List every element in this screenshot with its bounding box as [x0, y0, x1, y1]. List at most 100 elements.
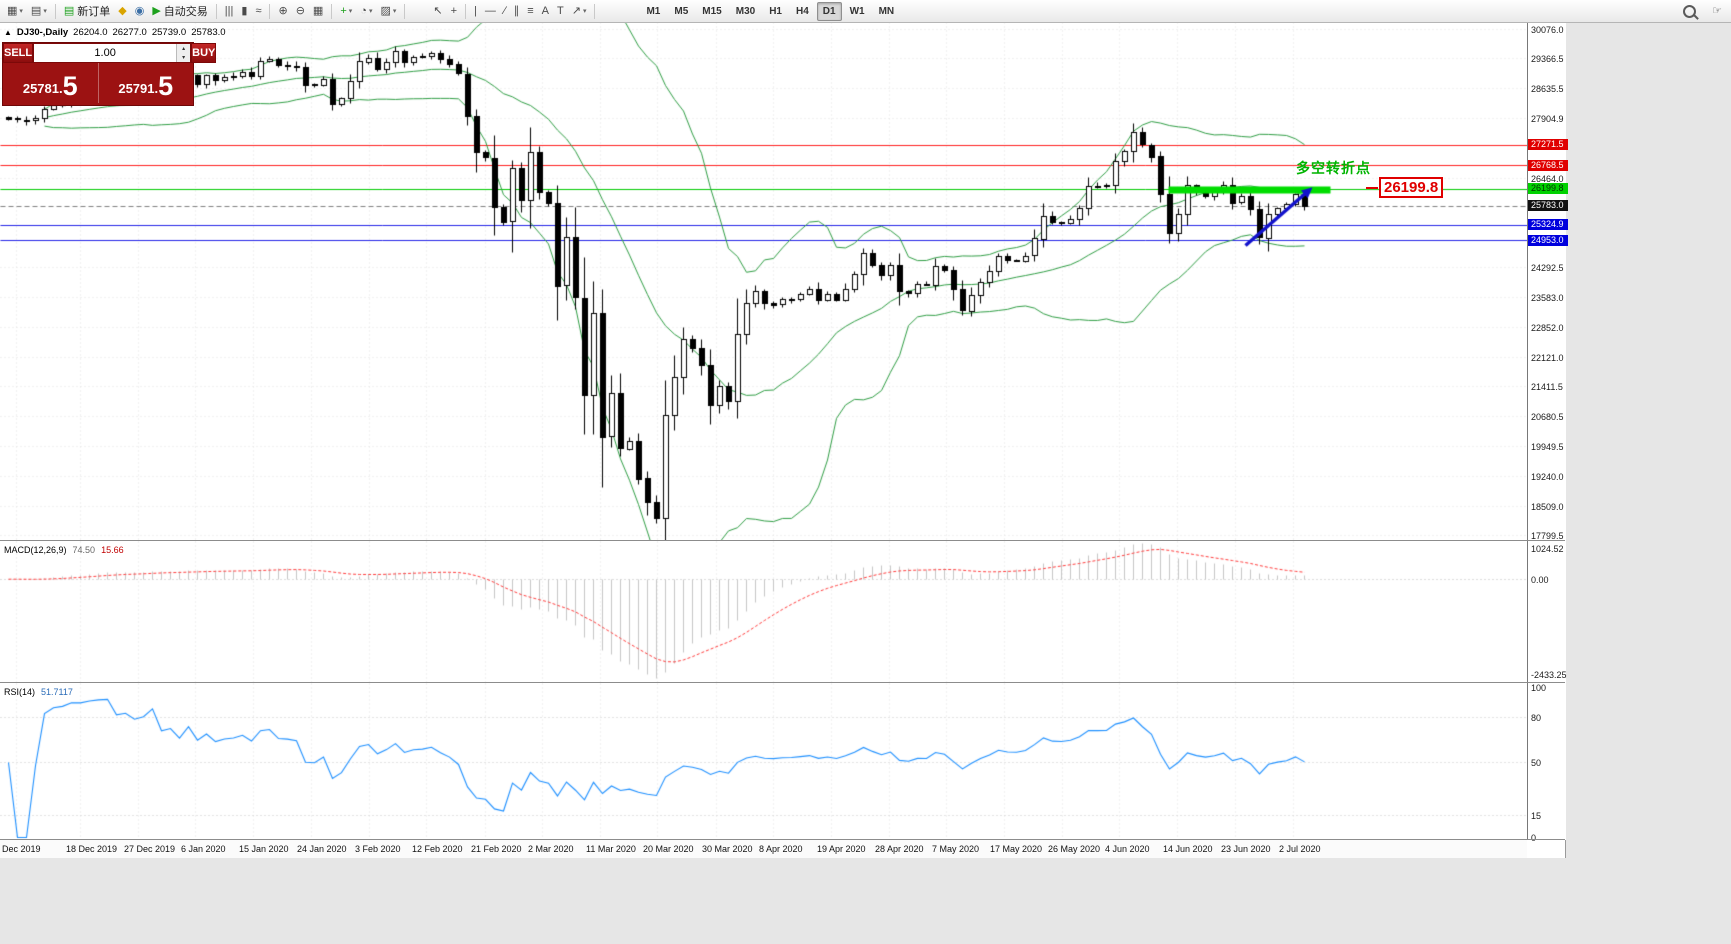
- line-chart-button[interactable]: ≈: [252, 2, 264, 20]
- text-label-icon: T: [557, 4, 564, 17]
- cursor-button[interactable]: ↖: [430, 2, 445, 20]
- date-label: 20 Mar 2020: [643, 844, 694, 854]
- date-label: 4 Jun 2020: [1105, 844, 1150, 854]
- timeframe-m15-button[interactable]: M15: [702, 5, 722, 17]
- dropdown-icon: ▾: [43, 8, 47, 15]
- dropdown-icon: ▾: [348, 8, 353, 15]
- tile-windows-button[interactable]: ▦: [310, 2, 326, 20]
- volume-input[interactable]: [34, 44, 177, 62]
- metaeditor-button[interactable]: ◆: [115, 2, 129, 20]
- timeframe-m5-button[interactable]: M5: [674, 5, 689, 17]
- rsi-panel[interactable]: [0, 683, 1527, 839]
- timeframe-h1-button[interactable]: H1: [769, 5, 782, 17]
- text-label-button[interactable]: T: [554, 2, 567, 20]
- one-click-expander[interactable]: ▲: [4, 28, 12, 37]
- autotrade-button[interactable]: ▶ 自动交易: [149, 2, 210, 20]
- new-chart-icon: ▦: [7, 4, 18, 17]
- volume-up-button[interactable]: ▴: [177, 44, 191, 53]
- ohlc-open: 26204.0: [73, 27, 108, 38]
- indicators-icon: +: [340, 4, 347, 17]
- callout-dash: [1366, 186, 1378, 189]
- macd-scale-max: 1024.52: [1531, 544, 1564, 554]
- rsi-scale-label: 80: [1531, 713, 1542, 723]
- buy-button[interactable]: BUY: [191, 43, 217, 63]
- channel-button[interactable]: ∥: [511, 2, 523, 20]
- main-toolbar: ▦ ▾ ▤ ▾ ▤ 新订单 ◆ ◉ ▶ 自动交易 ||| ▮ ≈ ⊕ ⊖ ▦ + ▾ ◔ ▾…: [0, 0, 1731, 23]
- hand-cursor-button[interactable]: ☞: [1709, 2, 1725, 20]
- price-callout[interactable]: 26199.8: [1366, 177, 1444, 198]
- text-button[interactable]: A: [539, 2, 552, 20]
- timeframe-m30-button[interactable]: M30: [735, 5, 756, 17]
- volume-down-button[interactable]: ▾: [177, 53, 191, 62]
- turning-point-annotation[interactable]: 多空转折点: [1296, 160, 1371, 176]
- timeframe-mn-button[interactable]: MN: [878, 5, 895, 17]
- toolbar-separator: [594, 3, 596, 19]
- timeframe-h4-button[interactable]: H4: [795, 5, 809, 17]
- date-label: 6 Jan 2020: [181, 844, 226, 854]
- crosshair-icon: +: [450, 4, 458, 17]
- price-tick: 19949.5: [1531, 442, 1564, 453]
- date-label: 7 May 2020: [932, 844, 980, 854]
- price-level-badge: 26199.8: [1528, 183, 1568, 194]
- profiles-button[interactable]: ▤ ▾: [28, 2, 50, 20]
- date-label: 12 Feb 2020: [412, 844, 463, 854]
- panel-separator[interactable]: [0, 839, 1565, 840]
- panel-separator[interactable]: [0, 540, 1565, 541]
- dropdown-icon: ▾: [19, 8, 23, 15]
- macd-panel[interactable]: [0, 541, 1527, 682]
- price-level-badge: 26768.5: [1528, 160, 1568, 171]
- search-button[interactable]: [1680, 2, 1699, 20]
- indicators-button[interactable]: + ▾: [337, 2, 355, 20]
- templates-button[interactable]: ▨ ▾: [377, 2, 399, 20]
- price-axis[interactable]: 1024.52 0.00 -2433.25 30076.0 29366.5 2863…: [1527, 22, 1568, 843]
- price-tick: 28635.5: [1531, 84, 1564, 95]
- arrows-button[interactable]: ↗ ▾: [569, 2, 590, 20]
- date-label: 17 May 2020: [990, 844, 1043, 854]
- timeframe-w1-button[interactable]: W1: [849, 5, 865, 17]
- rsi-scale-label: 100: [1531, 683, 1547, 693]
- date-label: 15 Jan 2020: [239, 844, 289, 854]
- zoom-in-button[interactable]: ⊕: [275, 2, 290, 20]
- line-chart-icon: ≈: [255, 4, 262, 17]
- date-label: 3 Feb 2020: [355, 844, 401, 854]
- date-label: 8 Apr 2020: [759, 844, 803, 854]
- timeframe-d1-button[interactable]: D1: [816, 1, 842, 21]
- fibonacci-button[interactable]: ≡: [524, 2, 536, 20]
- crosshair-button[interactable]: +: [448, 2, 460, 20]
- timeframe-m1-button[interactable]: M1: [646, 5, 661, 17]
- sell-price: 25781. 5: [22, 71, 78, 101]
- new-order-button[interactable]: ▤ 新订单: [61, 2, 113, 20]
- sell-button[interactable]: SELL: [3, 43, 34, 63]
- zoom-out-button[interactable]: ⊖: [293, 2, 308, 20]
- dropdown-icon: ▾: [368, 8, 373, 15]
- date-label: 27 Dec 2019: [124, 844, 176, 854]
- periods-button[interactable]: ◔ ▾: [357, 2, 375, 20]
- toolbar-right-group: ☞: [1679, 2, 1731, 20]
- price-level-badge: 27271.5: [1528, 139, 1568, 150]
- navigator-button[interactable]: ◉: [132, 2, 148, 20]
- dropdown-icon: ▾: [582, 8, 587, 15]
- date-label: 21 Feb 2020: [471, 844, 522, 854]
- date-label: 11 Mar 2020: [586, 844, 636, 854]
- price-chart[interactable]: [0, 22, 1527, 540]
- macd-scale-min: -2433.25: [1531, 670, 1567, 680]
- search-icon: [1683, 4, 1697, 18]
- trendline-button[interactable]: ∕: [501, 2, 509, 20]
- horizontal-line-button[interactable]: —: [482, 2, 499, 20]
- candlestick-chart-button[interactable]: ▮: [238, 2, 250, 20]
- text-icon: A: [541, 4, 549, 17]
- price-tick: 17799.5: [1531, 531, 1564, 542]
- toolbar-separator: [269, 3, 271, 19]
- panel-separator[interactable]: [0, 682, 1565, 683]
- rsi-scale-label: 0: [1531, 833, 1537, 843]
- new-chart-button[interactable]: ▦ ▾: [4, 2, 26, 20]
- vertical-line-button[interactable]: |: [471, 2, 480, 20]
- toolbar-separator: [54, 3, 56, 19]
- channel-icon: ∥: [513, 4, 520, 17]
- price-tick: 18509.0: [1531, 501, 1564, 512]
- chart-ohlc-header: ▲ DJ30-,Daily 26204.0 26277.0 25739.0 25…: [4, 27, 226, 38]
- bar-chart-button[interactable]: |||: [222, 2, 237, 20]
- rsi-indicator-label: RSI(14) 51.7117: [4, 687, 73, 697]
- time-axis[interactable]: Dec 2019 18 Dec 2019 27 Dec 2019 6 Jan 2020…: [0, 840, 1527, 858]
- toolbar-separator: [404, 3, 406, 19]
